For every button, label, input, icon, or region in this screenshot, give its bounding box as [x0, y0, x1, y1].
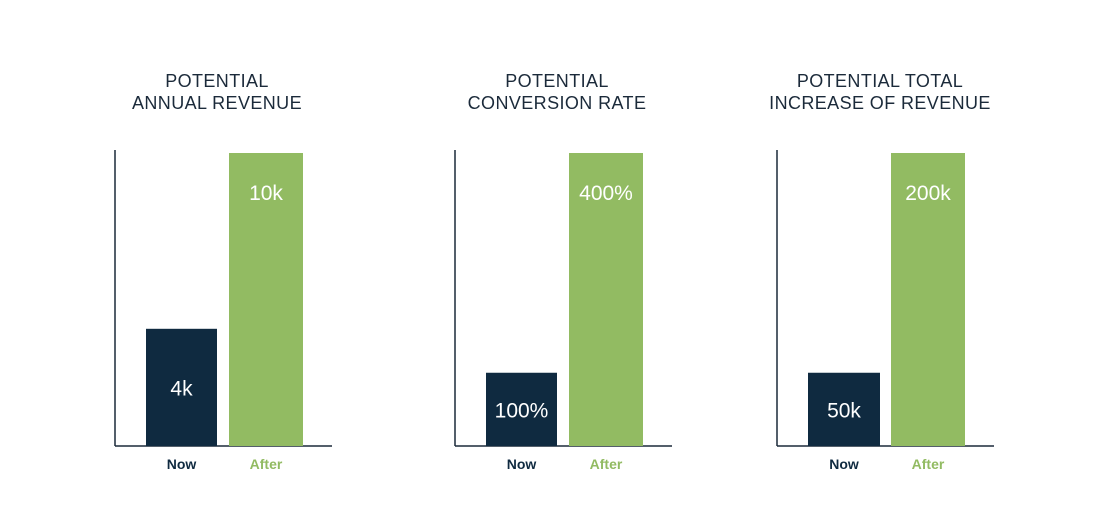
chart-title-line: POTENTIAL TOTAL [797, 71, 963, 91]
bar-value-label: 10k [249, 182, 283, 205]
category-label: Now [829, 456, 859, 472]
category-label: Now [507, 456, 537, 472]
bar-now [808, 372, 880, 446]
category-label: After [250, 456, 283, 472]
chart-title-line: INCREASE OF REVENUE [769, 93, 991, 113]
chart-title-line: POTENTIAL [505, 71, 609, 91]
bar-value-label: 200k [905, 182, 951, 205]
bar-now [486, 372, 557, 446]
bar-after [569, 153, 643, 446]
bar-value-label: 100% [495, 399, 549, 422]
bar-value-label: 50k [827, 399, 861, 422]
chart-title-line: POTENTIAL [165, 71, 269, 91]
bar-value-label: 400% [579, 182, 633, 205]
bar-value-label: 4k [170, 377, 193, 400]
bar-after [891, 153, 965, 446]
chart-title-line: ANNUAL REVENUE [132, 93, 302, 113]
category-label: After [590, 456, 623, 472]
chart-title-line: CONVERSION RATE [468, 93, 647, 113]
category-label: After [912, 456, 945, 472]
bar-now [146, 328, 217, 446]
category-label: Now [167, 456, 197, 472]
bar-after [229, 153, 303, 446]
